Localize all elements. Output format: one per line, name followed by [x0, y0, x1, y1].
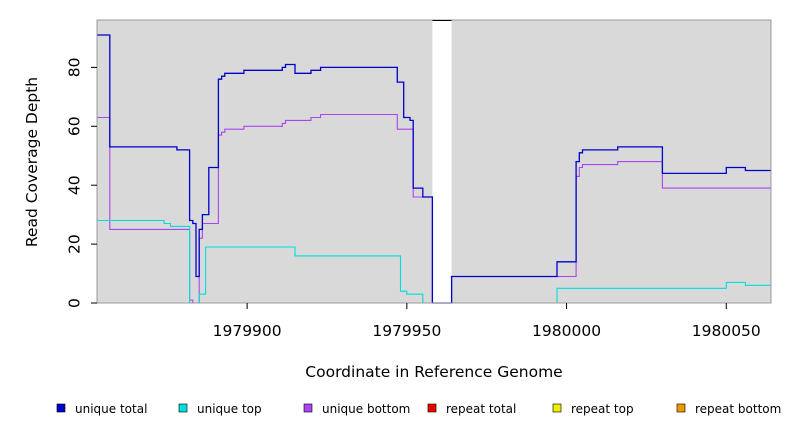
legend-item-repeat-top: repeat top: [552, 402, 634, 416]
legend-label: repeat top: [571, 402, 634, 416]
y-tick-label: 40: [66, 175, 84, 195]
legend-label: unique top: [197, 402, 262, 416]
y-axis-label: Read Coverage Depth: [23, 77, 41, 247]
legend-item-repeat-total: repeat total: [427, 402, 516, 416]
series-line-unique-total: [97, 34, 771, 304]
legend-swatch: [427, 403, 437, 413]
legend-item-unique-top: unique top: [178, 402, 262, 416]
legend-swatch: [552, 403, 562, 413]
series-line-unique-top: [97, 219, 771, 304]
legend-item-unique-bottom: unique bottom: [303, 402, 410, 416]
legend: unique total unique top unique bottom repea…: [56, 402, 781, 416]
legend-swatch: [178, 403, 188, 413]
y-axis: 0 20 40 60 80: [65, 58, 97, 308]
y-tick-label: 80: [66, 58, 84, 78]
gap-region: [432, 20, 452, 303]
legend-swatch: [303, 403, 313, 413]
y-tick-label: 0: [66, 298, 84, 308]
x-tick-label: 1979950: [372, 322, 441, 340]
legend-label: repeat total: [446, 402, 516, 416]
legend-swatch: [56, 403, 66, 413]
legend-label: unique total: [75, 402, 147, 416]
x-axis: 1979900 1979950 1980000 1980050: [213, 303, 761, 340]
legend-label: repeat bottom: [695, 402, 781, 416]
legend-swatch: [676, 403, 686, 413]
x-tick-label: 1980000: [532, 322, 601, 340]
y-tick-label: 60: [65, 116, 83, 136]
x-axis-label: Coordinate in Reference Genome: [305, 363, 562, 381]
x-tick-label: 1979900: [213, 322, 282, 340]
legend-label: unique bottom: [322, 402, 410, 416]
legend-item-repeat-bottom: repeat bottom: [676, 402, 781, 416]
legend-item-unique-total: unique total: [56, 402, 147, 416]
x-tick-label: 1980050: [692, 322, 761, 340]
y-tick-label: 20: [66, 234, 84, 254]
